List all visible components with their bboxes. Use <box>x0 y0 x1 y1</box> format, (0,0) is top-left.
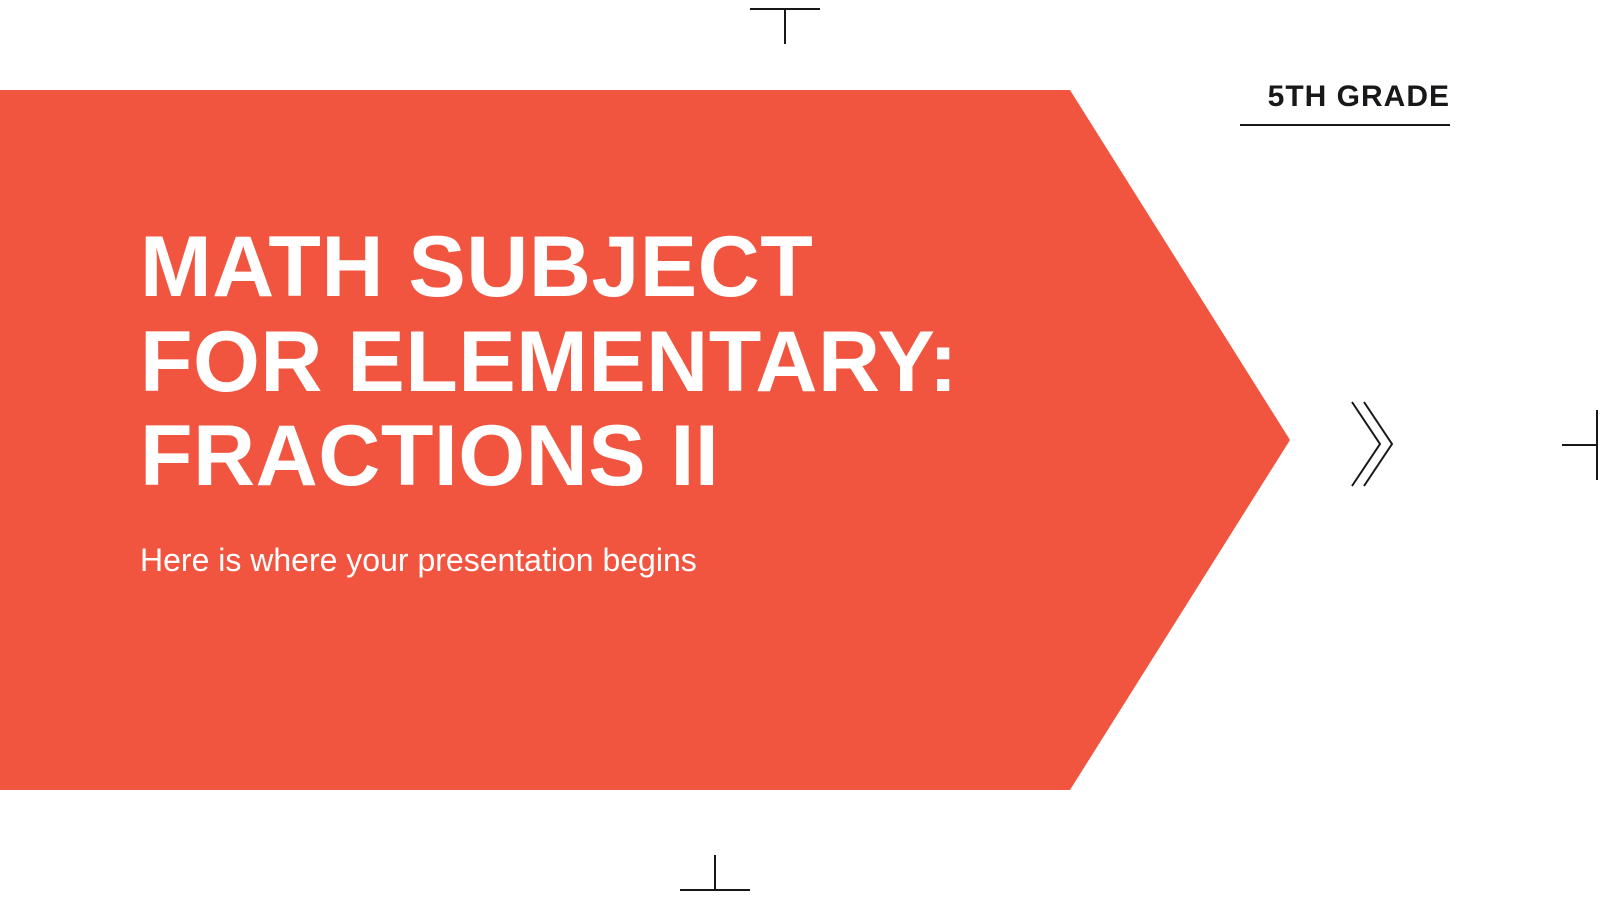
title-line-3: FRACTIONS II <box>140 409 1040 504</box>
title-line-2: FOR ELEMENTARY: <box>140 315 1040 410</box>
crop-mark-top-icon <box>750 8 820 44</box>
grade-badge: 5TH GRADE <box>1240 80 1450 126</box>
title-line-1: MATH SUBJECT <box>140 220 1040 315</box>
hero-content: MATH SUBJECT FOR ELEMENTARY: FRACTIONS I… <box>140 220 1040 579</box>
subtitle: Here is where your presentation begins <box>140 542 1040 579</box>
title: MATH SUBJECT FOR ELEMENTARY: FRACTIONS I… <box>140 220 1040 504</box>
hero-arrow-block: MATH SUBJECT FOR ELEMENTARY: FRACTIONS I… <box>0 90 1290 790</box>
grade-underline <box>1240 124 1450 126</box>
slide: MATH SUBJECT FOR ELEMENTARY: FRACTIONS I… <box>0 0 1600 900</box>
crop-mark-bottom-icon <box>680 855 750 891</box>
grade-label: 5TH GRADE <box>1240 80 1450 114</box>
crop-mark-right-icon <box>1562 410 1598 480</box>
double-chevron-icon <box>1350 400 1394 488</box>
